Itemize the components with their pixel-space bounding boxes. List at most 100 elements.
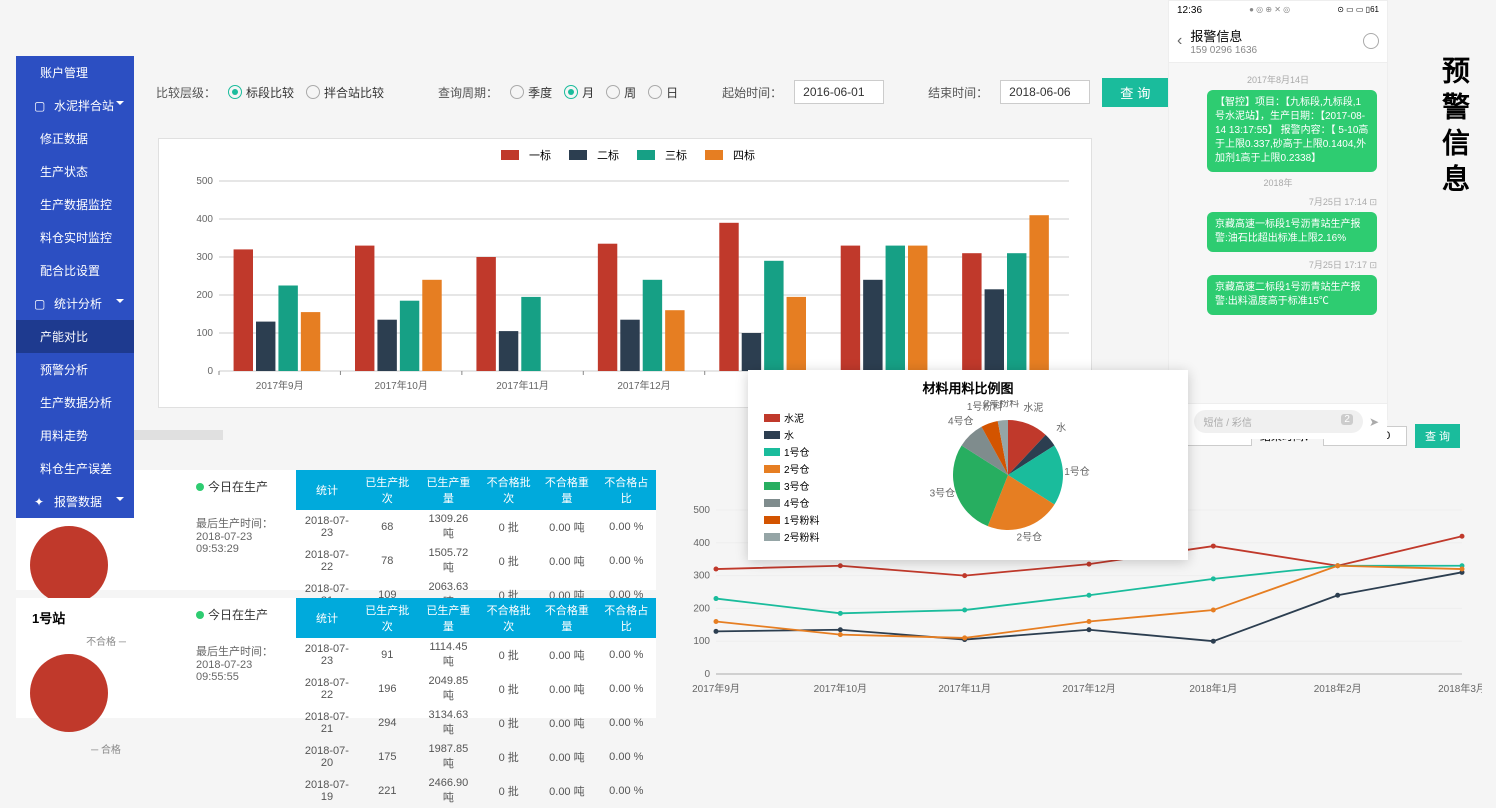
- phone-statusbar: 12:36 ● ◎ ⊕ ✕ ◎ ⊙ ▭ ▭ ▯61: [1169, 1, 1387, 20]
- svg-text:2017年9月: 2017年9月: [692, 682, 740, 695]
- sidebar-group-alarm[interactable]: ✦ 报警数据: [16, 485, 134, 518]
- radio-station[interactable]: 拌合站比较: [306, 84, 384, 101]
- phone-title: 报警信息: [1190, 26, 1257, 45]
- pie-panel: 材料用料比例图 水泥水1号仓2号仓3号仓4号仓1号粉料2号粉料 水泥水1号仓2号…: [748, 370, 1188, 560]
- level-label: 比较层级：: [156, 84, 216, 101]
- svg-text:200: 200: [196, 290, 213, 301]
- msg-2: 京藏高速一标段1号沥青站生产报警:油石比超出标准上限2.16%: [1207, 212, 1377, 252]
- radio-week[interactable]: 周: [606, 84, 636, 101]
- svg-text:0: 0: [704, 669, 710, 680]
- bar-legend: 一标二标三标四标: [159, 139, 1091, 171]
- pie-label-unq1: 不合格 ─: [24, 633, 188, 648]
- radio-section[interactable]: 标段比较: [228, 84, 294, 101]
- back-icon[interactable]: ‹: [1177, 32, 1182, 50]
- page-title-vertical: 预警信息: [1434, 56, 1474, 200]
- chevron-down-icon: [116, 101, 124, 105]
- station-1-table: 统计已生产批次已生产重量不合格批次不合格重量不合格占比2018-07-23911…: [296, 598, 656, 808]
- sidebar-group-stats[interactable]: ▢ 统计分析: [16, 287, 134, 320]
- sidebar-item-mixset[interactable]: 配合比设置: [16, 254, 134, 287]
- avatar-icon[interactable]: [1363, 33, 1379, 49]
- sidebar-item-capacity[interactable]: 产能对比: [16, 320, 134, 353]
- svg-text:400: 400: [693, 538, 710, 549]
- sidebar-item-silomon[interactable]: 料仓实时监控: [16, 221, 134, 254]
- last-prod-label1: 最后生产时间：: [196, 643, 296, 659]
- bar-chart: 一标二标三标四标 0 100 200 300 400 500 2017年9月 2017年10月…: [158, 138, 1092, 408]
- phone-messages: 2017年8月14日 【智控】项目：【九标段,九标段,1号水泥站】，生产日期：【…: [1169, 63, 1387, 403]
- svg-text:2017年10月: 2017年10月: [374, 379, 427, 392]
- prod-status1: 今日在生产: [208, 606, 268, 623]
- end-date-input[interactable]: 2018-06-06: [1000, 80, 1090, 104]
- msg-1: 【智控】项目：【九标段,九标段,1号水泥站】，生产日期：【2017-08-14 …: [1207, 90, 1377, 172]
- pie-label-q1: ─ 合格: [24, 741, 188, 756]
- svg-text:2017年9月: 2017年9月: [256, 379, 304, 392]
- material-pie: 水泥水1号仓2号仓3号仓4号仓1号粉料2号粉料: [898, 400, 1138, 550]
- station-1-pie: [24, 648, 114, 738]
- sidebar-item-prodanal[interactable]: 生产数据分析: [16, 386, 134, 419]
- send-icon[interactable]: ➤: [1369, 415, 1379, 429]
- sidebar-item-material[interactable]: 用料走势: [16, 419, 134, 452]
- last-prod-time1: 2018-07-23 09:55:55: [196, 659, 296, 683]
- svg-text:300: 300: [196, 252, 213, 263]
- pie-legend: 水泥水1号仓2号仓3号仓4号仓1号粉料2号粉料: [764, 410, 820, 546]
- radio-day[interactable]: 日: [648, 84, 678, 101]
- svg-text:2017年10月: 2017年10月: [814, 682, 867, 695]
- svg-text:0: 0: [207, 366, 213, 377]
- station-1-title: 1号站: [24, 602, 188, 633]
- start-label: 起始时间：: [722, 84, 782, 101]
- bell-icon: ✦: [34, 495, 46, 505]
- svg-text:2017年12月: 2017年12月: [1062, 682, 1115, 695]
- svg-text:200: 200: [693, 603, 710, 614]
- station-2-pie: [24, 520, 114, 610]
- msg-time-2: 7月25日 17:14 ⊡: [1179, 195, 1377, 208]
- sidebar-item-account[interactable]: 账户管理: [16, 56, 134, 89]
- status-dot1: [196, 611, 204, 619]
- sidebar-item-status[interactable]: 生产状态: [16, 155, 134, 188]
- svg-text:2017年12月: 2017年12月: [617, 379, 670, 392]
- svg-text:100: 100: [693, 636, 710, 647]
- svg-text:100: 100: [196, 328, 213, 339]
- svg-text:2017年11月: 2017年11月: [938, 682, 991, 695]
- bot-query-button[interactable]: 查 询: [1415, 424, 1460, 448]
- sidebar-item-correct[interactable]: 修正数据: [16, 122, 134, 155]
- chevron-down-icon: [116, 299, 124, 303]
- svg-text:500: 500: [196, 176, 213, 187]
- svg-text:400: 400: [196, 214, 213, 225]
- end-label: 结束时间：: [928, 84, 988, 101]
- prod-status: 今日在生产: [208, 478, 268, 495]
- sidebar-item-prodmon[interactable]: 生产数据监控: [16, 188, 134, 221]
- sidebar-item-siloerr[interactable]: 料仓生产误差: [16, 452, 134, 485]
- filter-bar: 比较层级： 标段比较 拌合站比较 查询周期： 季度 月 周 日 起始时间： 20…: [156, 78, 1172, 106]
- sidebar-group-cement[interactable]: ▢ 水泥拌合站: [16, 89, 134, 122]
- svg-text:300: 300: [693, 571, 710, 582]
- sms-input[interactable]: 短信 / 彩信2: [1194, 410, 1363, 433]
- svg-text:500: 500: [693, 505, 710, 516]
- phone-mockup: 12:36 ● ◎ ⊕ ✕ ◎ ⊙ ▭ ▭ ▯61 ‹ 报警信息 159 029…: [1168, 0, 1388, 420]
- crumb-current: [123, 430, 223, 440]
- svg-text:2018年2月: 2018年2月: [1314, 682, 1362, 695]
- bar-chart-svg: 01002003004005002017年9月2017年10月2017年11月2…: [159, 171, 1089, 401]
- period-label: 查询周期：: [438, 84, 498, 101]
- date-sep-1: 2017年8月14日: [1179, 73, 1377, 86]
- date-sep-2: 2018年: [1179, 176, 1377, 189]
- start-date-input[interactable]: 2016-06-01: [794, 80, 884, 104]
- radio-month[interactable]: 月: [564, 84, 594, 101]
- svg-text:2号仓: 2号仓: [1017, 531, 1043, 544]
- radio-quarter[interactable]: 季度: [510, 84, 552, 101]
- msg-3: 京藏高速二标段1号沥青站生产报警:出料温度高于标准15℃: [1207, 275, 1377, 315]
- phone-input-bar: + 短信 / 彩信2 ➤: [1169, 403, 1387, 439]
- phone-header: ‹ 报警信息 159 0296 1636: [1169, 20, 1387, 63]
- svg-text:2018年3月: 2018年3月: [1438, 682, 1482, 695]
- sidebar: 账户管理 ▢ 水泥拌合站 修正数据 生产状态 生产数据监控 料仓实时监控 配合比…: [16, 56, 134, 518]
- svg-text:4号仓: 4号仓: [948, 415, 974, 428]
- sidebar-item-warning[interactable]: 预警分析: [16, 353, 134, 386]
- svg-text:1号仓: 1号仓: [1064, 465, 1090, 478]
- station-1: 1号站 不合格 ─ ─ 合格 今日在生产 最后生产时间： 2018-07-23 …: [16, 598, 656, 718]
- chevron-down-icon: [116, 497, 124, 501]
- svg-text:2号粉料: 2号粉料: [984, 400, 1020, 409]
- query-button[interactable]: 查 询: [1102, 78, 1168, 107]
- last-prod-time: 2018-07-23 09:53:29: [196, 531, 296, 555]
- svg-text:水泥: 水泥: [1023, 401, 1043, 414]
- status-dot: [196, 483, 204, 491]
- svg-text:3号仓: 3号仓: [930, 486, 956, 499]
- msg-time-3: 7月25日 17:17 ⊡: [1179, 258, 1377, 271]
